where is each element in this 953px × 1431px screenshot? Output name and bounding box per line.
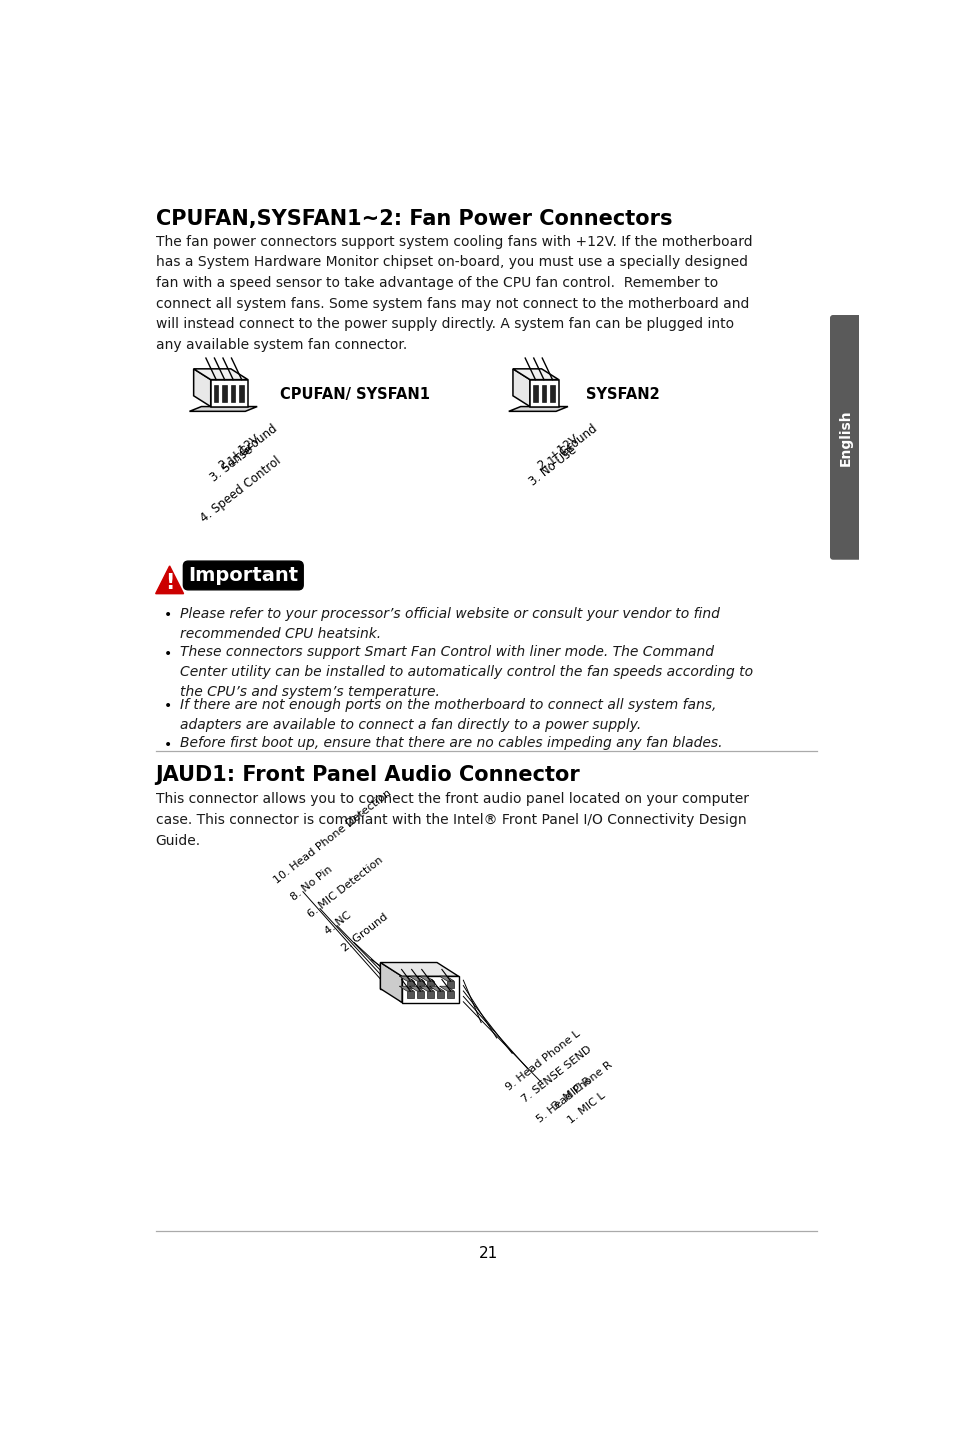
Polygon shape xyxy=(439,986,454,992)
Text: 2. +12V: 2. +12V xyxy=(216,432,262,472)
Polygon shape xyxy=(508,406,567,411)
Text: 7. SENSE SEND: 7. SENSE SEND xyxy=(519,1045,593,1105)
Polygon shape xyxy=(530,379,558,406)
Text: CPUFAN/ SYSFAN1: CPUFAN/ SYSFAN1 xyxy=(280,388,430,402)
Bar xyxy=(213,385,218,402)
Text: 2. +12V: 2. +12V xyxy=(536,432,581,472)
Text: CPUFAN,SYSFAN1~2: Fan Power Connectors: CPUFAN,SYSFAN1~2: Fan Power Connectors xyxy=(155,209,672,229)
Text: !: ! xyxy=(165,574,174,592)
Text: •: • xyxy=(163,700,172,713)
Text: 1. Ground: 1. Ground xyxy=(226,422,280,468)
Text: 3. No Use: 3. No Use xyxy=(526,444,578,488)
Text: SYSFAN2: SYSFAN2 xyxy=(585,388,659,402)
Polygon shape xyxy=(155,565,183,594)
Text: 8. No Pin: 8. No Pin xyxy=(289,864,334,903)
Text: 21: 21 xyxy=(478,1246,498,1261)
Polygon shape xyxy=(429,986,443,992)
Polygon shape xyxy=(409,986,423,992)
Polygon shape xyxy=(398,986,414,992)
Polygon shape xyxy=(211,379,248,406)
Bar xyxy=(427,982,434,987)
Text: If there are not enough ports on the motherboard to connect all system fans,
ada: If there are not enough ports on the mot… xyxy=(179,698,716,731)
Polygon shape xyxy=(409,976,423,982)
Bar xyxy=(427,992,434,997)
Text: 1. MIC L: 1. MIC L xyxy=(566,1090,607,1126)
Text: JAUD1: Front Panel Audio Connector: JAUD1: Front Panel Audio Connector xyxy=(155,764,579,784)
Polygon shape xyxy=(402,976,458,1003)
Text: 3. Sense: 3. Sense xyxy=(208,444,255,485)
Bar xyxy=(231,385,235,402)
Polygon shape xyxy=(380,963,436,989)
Bar xyxy=(550,385,555,402)
FancyBboxPatch shape xyxy=(830,316,860,560)
Polygon shape xyxy=(193,369,211,406)
Bar xyxy=(447,992,454,997)
Polygon shape xyxy=(513,369,558,379)
Text: 9. Head Phone L: 9. Head Phone L xyxy=(504,1029,582,1093)
Text: •: • xyxy=(163,737,172,751)
Polygon shape xyxy=(193,369,248,379)
Bar xyxy=(541,385,546,402)
Bar xyxy=(416,982,423,987)
Text: Before first boot up, ensure that there are no cables impeding any fan blades.: Before first boot up, ensure that there … xyxy=(179,736,721,750)
Text: The fan power connectors support system cooling fans with +12V. If the motherboa: The fan power connectors support system … xyxy=(155,235,752,352)
Text: Please refer to your processor’s official website or consult your vendor to find: Please refer to your processor’s officia… xyxy=(179,607,719,641)
Text: 3. MIC R: 3. MIC R xyxy=(550,1075,593,1110)
Polygon shape xyxy=(380,963,402,1003)
Text: 2. Ground: 2. Ground xyxy=(340,912,390,953)
Text: English: English xyxy=(838,409,852,465)
Text: 5. Head Phone R: 5. Head Phone R xyxy=(535,1059,614,1125)
Polygon shape xyxy=(190,406,257,411)
Polygon shape xyxy=(380,963,458,976)
Polygon shape xyxy=(419,976,434,982)
Text: 4. NC: 4. NC xyxy=(323,910,353,936)
Text: 6. MIC Detection: 6. MIC Detection xyxy=(306,854,385,919)
Text: 10. Head Phone Detection: 10. Head Phone Detection xyxy=(272,787,393,886)
Text: These connectors support Smart Fan Control with liner mode. The Command
Center u: These connectors support Smart Fan Contr… xyxy=(179,645,752,700)
Bar xyxy=(222,385,227,402)
Text: •: • xyxy=(163,608,172,622)
Bar xyxy=(533,385,537,402)
Bar xyxy=(436,992,443,997)
Text: •: • xyxy=(163,647,172,661)
Text: Important: Important xyxy=(188,565,298,585)
Bar xyxy=(416,992,423,997)
Polygon shape xyxy=(419,986,434,992)
Polygon shape xyxy=(398,976,414,982)
Bar xyxy=(406,982,414,987)
Text: 4. Speed Control: 4. Speed Control xyxy=(198,454,284,525)
Bar xyxy=(447,982,454,987)
Bar xyxy=(406,992,414,997)
Text: 1. Ground: 1. Ground xyxy=(545,422,599,468)
Polygon shape xyxy=(439,976,454,982)
Polygon shape xyxy=(513,369,530,406)
Text: This connector allows you to connect the front audio panel located on your compu: This connector allows you to connect the… xyxy=(155,793,748,847)
Bar xyxy=(239,385,244,402)
